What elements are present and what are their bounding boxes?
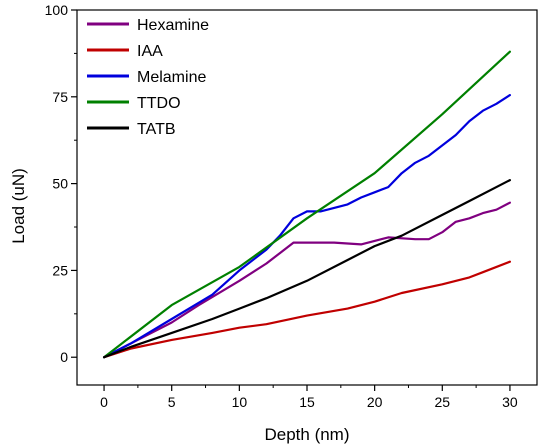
y-axis-title: Load (uN) <box>9 168 28 244</box>
series-layer <box>103 50 511 359</box>
series-line-tatb <box>103 179 511 359</box>
y-tick-label: 100 <box>45 2 69 18</box>
y-tick-label: 50 <box>52 176 68 192</box>
x-tick-label: 10 <box>232 394 248 410</box>
series-line-ttdo <box>103 50 511 359</box>
legend: Hexamine IAA Melamine TTDO TATB <box>87 17 209 138</box>
legend-label-melamine: Melamine <box>137 69 206 86</box>
x-tick-label: 15 <box>299 394 315 410</box>
series-line-melamine <box>103 94 511 359</box>
legend-label-hexamine: Hexamine <box>137 17 209 34</box>
x-axis-title: Depth (nm) <box>264 425 349 444</box>
x-tick-label: 5 <box>168 394 176 410</box>
y-tick-label: 0 <box>60 349 68 365</box>
series-line-iaa <box>103 260 511 359</box>
legend-label-iaa: IAA <box>137 43 163 60</box>
series-line-hexamine <box>103 201 511 359</box>
x-tick-label: 30 <box>502 394 518 410</box>
y-tick-label: 75 <box>52 89 68 105</box>
x-tick-label: 0 <box>100 394 108 410</box>
legend-label-tatb: TATB <box>137 121 176 138</box>
y-tick-label: 25 <box>52 262 68 278</box>
ticks-layer: 0 5 10 15 20 25 30 0 25 50 75 100 <box>45 2 518 410</box>
x-tick-label: 20 <box>367 394 383 410</box>
plot-border <box>76 9 538 386</box>
x-tick-label: 25 <box>435 394 451 410</box>
plot-area <box>76 9 538 386</box>
legend-label-ttdo: TTDO <box>137 95 181 112</box>
